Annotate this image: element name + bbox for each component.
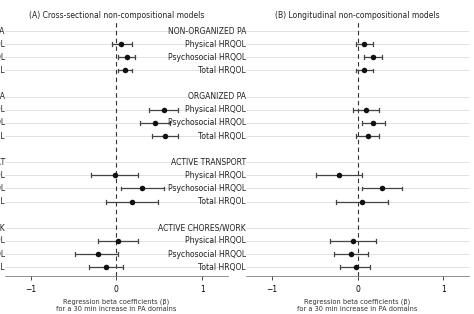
Text: Psychosocial HRQOL: Psychosocial HRQOL [0, 53, 5, 62]
Text: ORGANIZED PA: ORGANIZED PA [188, 92, 246, 101]
Title: (B) Longitudinal non-compositional models: (B) Longitudinal non-compositional model… [275, 11, 440, 20]
Text: Psychosocial HRQOL: Psychosocial HRQOL [0, 118, 5, 127]
Text: Physical HRQOL: Physical HRQOL [0, 40, 5, 49]
Text: Total HRQOL: Total HRQOL [0, 197, 5, 206]
Text: Physical HRQOL: Physical HRQOL [185, 105, 246, 114]
Text: ORGANIZED PA: ORGANIZED PA [0, 92, 5, 101]
Text: Total HRQOL: Total HRQOL [198, 197, 246, 206]
Text: Psychosocial HRQOL: Psychosocial HRQOL [168, 184, 246, 193]
Text: Physical HRQOL: Physical HRQOL [185, 40, 246, 49]
Text: Total HRQOL: Total HRQOL [0, 66, 5, 75]
Text: Psychosocial HRQOL: Psychosocial HRQOL [168, 250, 246, 258]
Text: Physical HRQOL: Physical HRQOL [0, 236, 5, 246]
Text: ACTIVE TRANSPORT: ACTIVE TRANSPORT [0, 158, 5, 167]
Text: Total HRQOL: Total HRQOL [198, 66, 246, 75]
Title: (A) Cross-sectional non-compositional models: (A) Cross-sectional non-compositional mo… [29, 11, 204, 20]
Text: Total HRQOL: Total HRQOL [198, 263, 246, 272]
Text: NON-ORGANIZED PA: NON-ORGANIZED PA [167, 27, 246, 36]
Text: ACTIVE TRANSPORT: ACTIVE TRANSPORT [171, 158, 246, 167]
Text: NON-ORGANIZED PA: NON-ORGANIZED PA [0, 27, 5, 36]
Text: Total HRQOL: Total HRQOL [0, 132, 5, 141]
Text: Psychosocial HRQOL: Psychosocial HRQOL [168, 53, 246, 62]
Text: Physical HRQOL: Physical HRQOL [0, 171, 5, 180]
Text: Physical HRQOL: Physical HRQOL [185, 236, 246, 246]
Text: Total HRQOL: Total HRQOL [0, 263, 5, 272]
Text: Physical HRQOL: Physical HRQOL [0, 105, 5, 114]
Text: Physical HRQOL: Physical HRQOL [185, 171, 246, 180]
X-axis label: Regression beta coefficients (β)
for a 30 min increase in PA domains: Regression beta coefficients (β) for a 3… [56, 299, 177, 312]
Text: Psychosocial HRQOL: Psychosocial HRQOL [0, 184, 5, 193]
X-axis label: Regression beta coefficients (β)
for a 30 min increase in PA domains: Regression beta coefficients (β) for a 3… [297, 299, 418, 312]
Text: Total HRQOL: Total HRQOL [198, 132, 246, 141]
Text: Psychosocial HRQOL: Psychosocial HRQOL [168, 118, 246, 127]
Text: ACTIVE CHORES/WORK: ACTIVE CHORES/WORK [0, 223, 5, 232]
Text: Psychosocial HRQOL: Psychosocial HRQOL [0, 250, 5, 258]
Text: ACTIVE CHORES/WORK: ACTIVE CHORES/WORK [158, 223, 246, 232]
